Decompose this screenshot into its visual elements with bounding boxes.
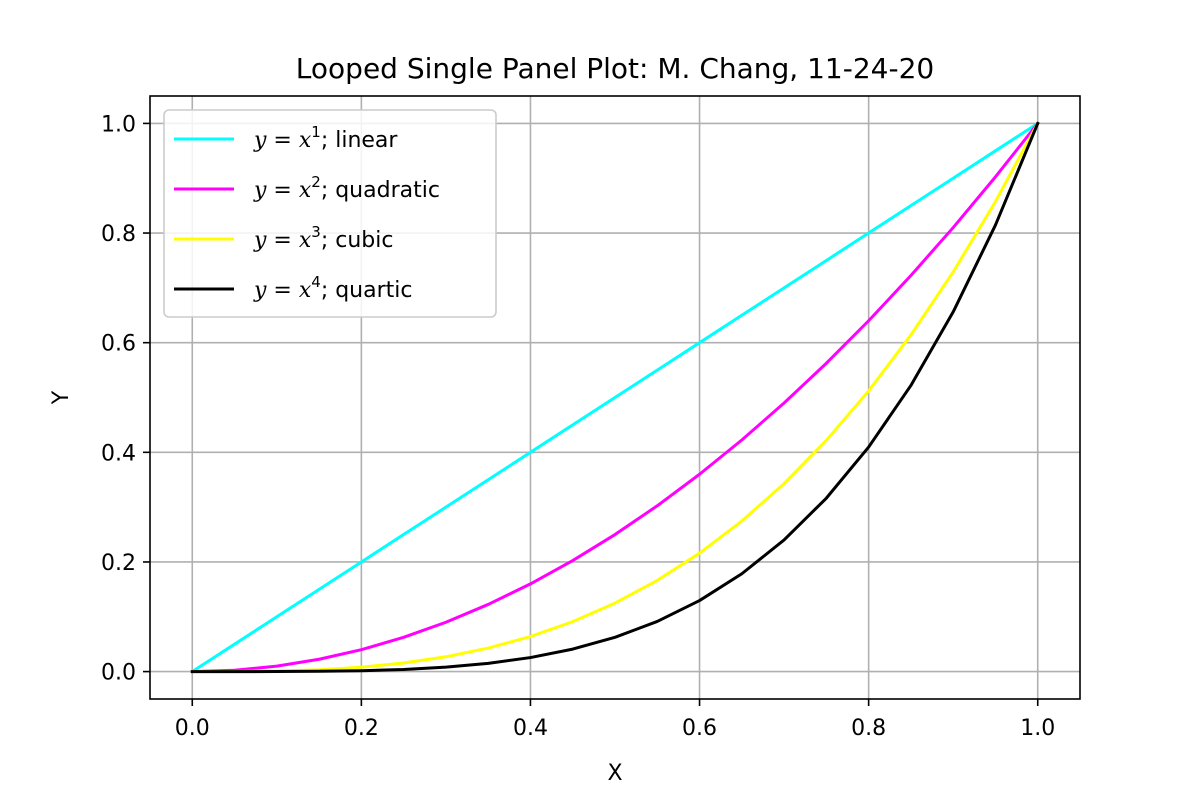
legend-label-2: y = x2; quadratic xyxy=(253,173,440,203)
series-line-2 xyxy=(190,121,1040,674)
x-axis-title: X xyxy=(607,761,622,786)
chart-title: Looped Single Panel Plot: M. Chang, 11-2… xyxy=(296,52,934,85)
series-line-4 xyxy=(190,121,1040,674)
y-tick-label: 0.8 xyxy=(101,222,136,247)
y-axis-title: Y xyxy=(49,390,74,405)
series-line-1 xyxy=(190,121,1040,674)
series-line-3 xyxy=(190,121,1040,674)
x-axis-ticks: 0.0 0.2 0.4 0.6 0.8 1.0 xyxy=(175,699,1055,741)
legend-label-3: y = x3; cubic xyxy=(253,223,393,253)
legend-exponent: 1 xyxy=(311,123,321,141)
y-tick-label: 1.0 xyxy=(101,112,136,137)
plot-frame xyxy=(149,95,1081,700)
y-tick-label: 0.0 xyxy=(101,661,136,686)
legend-description: ; linear xyxy=(321,128,399,153)
legend-exponent: 4 xyxy=(311,273,321,291)
x-tick-label: 1.0 xyxy=(1020,716,1055,741)
y-tick-label: 0.6 xyxy=(101,332,136,357)
legend-formula: y = x xyxy=(253,178,312,203)
legend-formula: y = x xyxy=(253,228,312,253)
y-axis-ticks: 0.0 0.2 0.4 0.6 0.8 1.0 xyxy=(101,112,150,686)
legend-exponent: 3 xyxy=(311,223,321,241)
x-tick-label: 0.2 xyxy=(344,716,379,741)
legend-formula: y = x xyxy=(253,128,312,153)
legend-exponent: 2 xyxy=(311,173,321,191)
x-tick-label: 0.4 xyxy=(513,716,548,741)
y-tick-label: 0.4 xyxy=(101,441,136,466)
legend-label-1: y = x1; linear xyxy=(253,123,398,153)
legend-box xyxy=(163,109,497,318)
x-tick-label: 0.0 xyxy=(175,716,210,741)
legend-formula: y = x xyxy=(253,278,312,303)
legend-description: ; cubic xyxy=(321,228,394,253)
legend-description: ; quadratic xyxy=(321,178,440,203)
legend-label-4: y = x4; quartic xyxy=(253,273,413,303)
x-tick-label: 0.8 xyxy=(851,716,886,741)
series-lines xyxy=(190,121,1040,674)
x-tick-label: 0.6 xyxy=(682,716,717,741)
legend-description: ; quartic xyxy=(321,278,413,303)
y-tick-label: 0.2 xyxy=(101,551,136,576)
grid xyxy=(150,96,1080,699)
